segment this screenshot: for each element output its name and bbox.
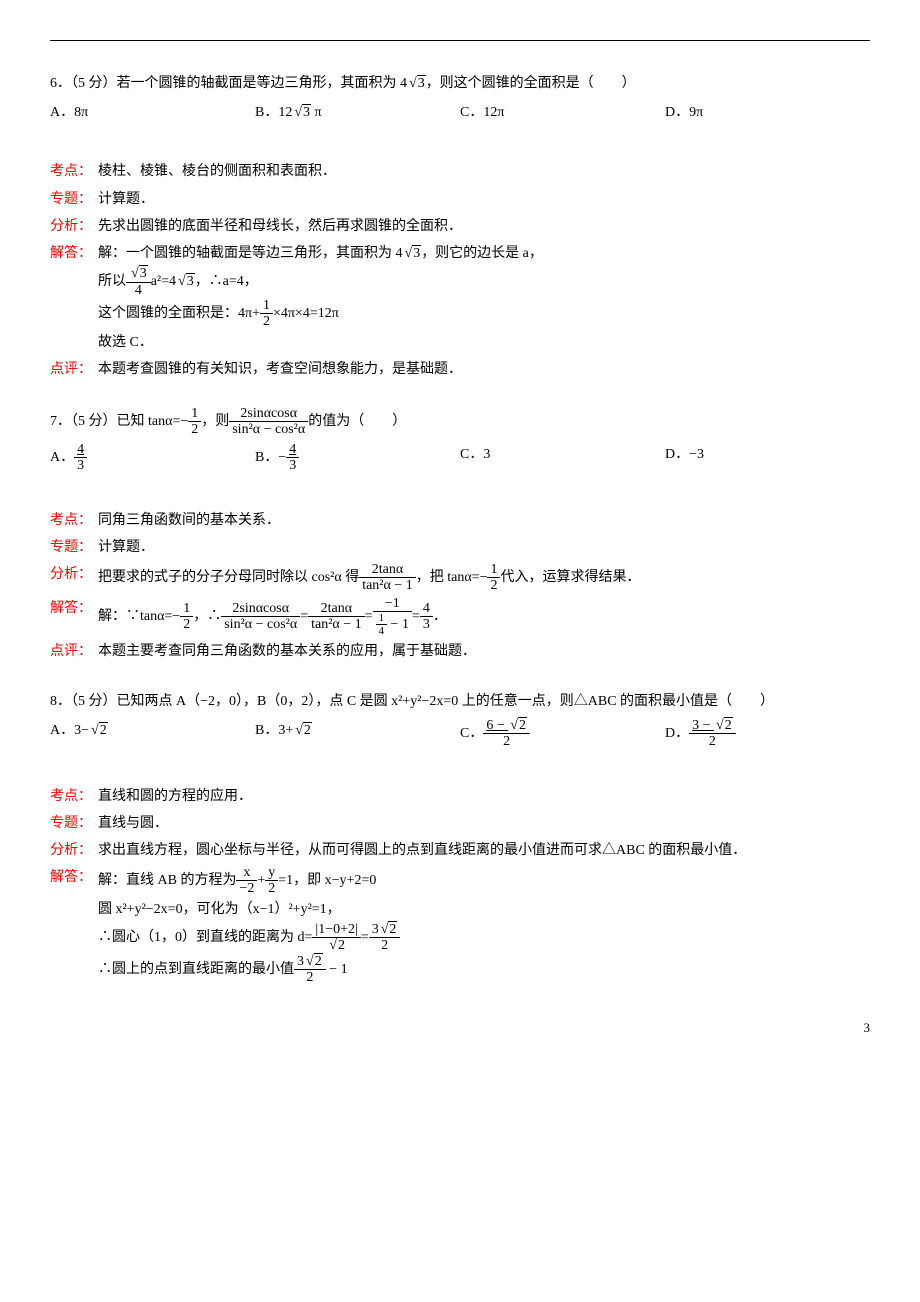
sqrt-icon: 2 — [89, 718, 108, 743]
zhuanti-text: 直线与圆． — [98, 811, 870, 836]
q8-jieda-line2: 圆 x²+y²−2x=0，可化为（x−1）²+y²=1， — [98, 897, 870, 922]
fraction: 6 − 22 — [483, 718, 530, 750]
jieda-label: 解答： — [50, 241, 98, 266]
kaodian-label: 考点： — [50, 508, 98, 533]
kaodian-text: 直线和圆的方程的应用． — [98, 784, 870, 809]
sqrt-icon: 3 — [403, 241, 422, 266]
zhuanti-label: 专题： — [50, 811, 98, 836]
q8-options: A．3−2 B．3+2 C．6 − 22 D．3 − 22 — [50, 718, 870, 750]
q6-opt-d: D．9π — [665, 100, 870, 125]
q6-options: A．8π B．123 π C．12π D．9π — [50, 100, 870, 125]
q7-kaodian: 考点： 同角三角函数间的基本关系． — [50, 508, 870, 533]
fraction: 43 — [74, 442, 87, 474]
q6-fenxi: 分析： 先求出圆锥的底面半径和母线长，然后再求圆锥的全面积． — [50, 214, 870, 239]
jieda-text: 解：∵tanα=−12，∴2sinαcosαsin²α − cos²α=2tan… — [98, 596, 870, 638]
q8-opt-d: D．3 − 22 — [665, 718, 870, 750]
fraction: 2tanαtan²α − 1 — [308, 601, 365, 633]
q8-kaodian: 考点： 直线和圆的方程的应用． — [50, 784, 870, 809]
kaodian-text: 同角三角函数间的基本关系． — [98, 508, 870, 533]
fenxi-label: 分析： — [50, 838, 98, 863]
q8-jieda: 解答： 解：直线 AB 的方程为x−2+y2=1，即 x−y+2=0 — [50, 865, 870, 897]
q8-jieda-line4: ∴圆上的点到直线距离的最小值322 − 1 — [98, 954, 870, 986]
fraction: 12 — [188, 406, 201, 438]
q7-opt-d: D．−3 — [665, 442, 870, 474]
q8-jieda-line3: ∴圆心（1，0）到直线的距离为 d=|1−0+2|2=322 — [98, 922, 870, 954]
q6-stem-text-a: 6．（5 分）若一个圆锥的轴截面是等边三角形，其面积为 4 — [50, 76, 407, 91]
q6-stem-text-b: ，则这个圆锥的全面积是（ ） — [426, 76, 636, 91]
q8-zhuanti: 专题： 直线与圆． — [50, 811, 870, 836]
fraction: |1−0+2|2 — [312, 922, 360, 954]
dianping-text: 本题主要考查同角三角函数的基本关系的应用，属于基础题． — [98, 639, 870, 664]
q8-opt-a: A．3−2 — [50, 718, 255, 750]
q7-stem: 7．（5 分）已知 tanα=−12，则2sinαcosαsin²α − cos… — [50, 406, 870, 438]
q6-dianping: 点评： 本题考查圆锥的有关知识，考查空间想象能力，是基础题． — [50, 357, 870, 382]
zhuanti-label: 专题： — [50, 535, 98, 560]
q6-jieda: 解答： 解：一个圆锥的轴截面是等边三角形，其面积为 43，则它的边长是 a， — [50, 241, 870, 266]
fraction: 43 — [286, 442, 299, 474]
q6-opt-b: B．123 π — [255, 100, 460, 125]
jieda-label: 解答： — [50, 596, 98, 638]
q7-jieda: 解答： 解：∵tanα=−12，∴2sinαcosαsin²α − cos²α=… — [50, 596, 870, 638]
q8-stem: 8．（5 分）已知两点 A（−2，0），B（0，2），点 C 是圆 x²+y²−… — [50, 689, 870, 714]
page-number: 3 — [50, 1016, 870, 1039]
dianping-label: 点评： — [50, 639, 98, 664]
q8-fenxi: 分析： 求出直线方程，圆心坐标与半径，从而可得圆上的点到直线距离的最小值进而可求… — [50, 838, 870, 863]
q8-opt-b: B．3+2 — [255, 718, 460, 750]
sqrt-icon: 3 — [407, 71, 426, 96]
header-rule — [50, 40, 870, 41]
fenxi-text: 求出直线方程，圆心坐标与半径，从而可得圆上的点到直线距离的最小值进而可求△ABC… — [98, 838, 870, 863]
q8-opt-c: C．6 − 22 — [460, 718, 665, 750]
q7-fenxi: 分析： 把要求的式子的分子分母同时除以 cos²α 得2tanαtan²α − … — [50, 562, 870, 594]
question-7: 7．（5 分）已知 tanα=−12，则2sinαcosαsin²α − cos… — [50, 406, 870, 474]
fraction: 12 — [487, 562, 500, 594]
question-6: 6．（5 分）若一个圆锥的轴截面是等边三角形，其面积为 43，则这个圆锥的全面积… — [50, 71, 870, 125]
q7-zhuanti: 专题： 计算题． — [50, 535, 870, 560]
jieda-label: 解答： — [50, 865, 98, 897]
fenxi-label: 分析： — [50, 562, 98, 594]
q7-opt-b: B．−43 — [255, 442, 460, 474]
fraction: 12 — [180, 601, 193, 633]
fraction: 12 — [260, 298, 273, 330]
fraction: 34 — [126, 266, 151, 298]
sqrt-icon: 3 — [292, 100, 311, 125]
zhuanti-text: 计算题． — [98, 535, 870, 560]
fraction: 2tanαtan²α − 1 — [359, 562, 416, 594]
fraction: 43 — [420, 601, 433, 633]
fenxi-label: 分析： — [50, 214, 98, 239]
q6-zhuanti: 专题： 计算题． — [50, 187, 870, 212]
q6-kaodian: 考点： 棱柱、棱锥、棱台的侧面积和表面积． — [50, 159, 870, 184]
q7-opt-c: C．3 — [460, 442, 665, 474]
fenxi-text: 把要求的式子的分子分母同时除以 cos²α 得2tanαtan²α − 1，把 … — [98, 562, 870, 594]
kaodian-text: 棱柱、棱锥、棱台的侧面积和表面积． — [98, 159, 870, 184]
fraction: 322 — [294, 954, 326, 986]
q7-opt-a: A．43 — [50, 442, 255, 474]
fraction: −114 − 1 — [373, 596, 412, 638]
sqrt-icon: 3 — [176, 269, 195, 294]
q6-opt-a: A．8π — [50, 100, 255, 125]
fraction: x−2 — [236, 865, 257, 897]
sqrt-icon: 2 — [293, 718, 312, 743]
fraction: 3 − 22 — [689, 718, 736, 750]
jieda-text: 解：直线 AB 的方程为x−2+y2=1，即 x−y+2=0 — [98, 865, 870, 897]
q6-jieda-line4: 故选 C． — [98, 330, 870, 355]
zhuanti-text: 计算题． — [98, 187, 870, 212]
kaodian-label: 考点： — [50, 784, 98, 809]
jieda-text: 解：一个圆锥的轴截面是等边三角形，其面积为 43，则它的边长是 a， — [98, 241, 870, 266]
q6-jieda-line2: 所以34a²=43，∴a=4， — [98, 266, 870, 298]
zhuanti-label: 专题： — [50, 187, 98, 212]
kaodian-label: 考点： — [50, 159, 98, 184]
q7-options: A．43 B．−43 C．3 D．−3 — [50, 442, 870, 474]
q6-stem: 6．（5 分）若一个圆锥的轴截面是等边三角形，其面积为 43，则这个圆锥的全面积… — [50, 71, 870, 96]
dianping-text: 本题考查圆锥的有关知识，考查空间想象能力，是基础题． — [98, 357, 870, 382]
fenxi-text: 先求出圆锥的底面半径和母线长，然后再求圆锥的全面积． — [98, 214, 870, 239]
fraction: 2sinαcosαsin²α − cos²α — [229, 406, 308, 438]
q6-opt-c: C．12π — [460, 100, 665, 125]
fraction: 322 — [369, 922, 401, 954]
question-8: 8．（5 分）已知两点 A（−2，0），B（0，2），点 C 是圆 x²+y²−… — [50, 689, 870, 750]
dianping-label: 点评： — [50, 357, 98, 382]
q6-jieda-line3: 这个圆锥的全面积是：4π+12×4π×4=12π — [98, 298, 870, 330]
fraction: y2 — [265, 865, 278, 897]
q7-dianping: 点评： 本题主要考查同角三角函数的基本关系的应用，属于基础题． — [50, 639, 870, 664]
fraction: 2sinαcosαsin²α − cos²α — [221, 601, 300, 633]
